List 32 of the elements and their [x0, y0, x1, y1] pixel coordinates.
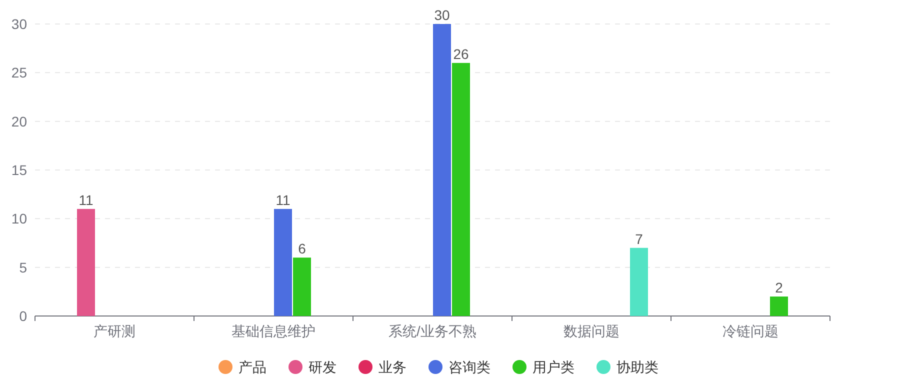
bar — [274, 208, 292, 316]
legend-label: 用户类 — [532, 359, 574, 375]
y-tick-label: 10 — [11, 210, 28, 227]
legend-label: 业务 — [378, 359, 406, 375]
y-tick-label: 30 — [11, 16, 28, 32]
bar — [452, 62, 470, 316]
data-label: 7 — [635, 230, 644, 247]
legend-label: 咨询类 — [448, 359, 490, 375]
y-tick-label: 5 — [19, 259, 28, 276]
data-label: 2 — [775, 280, 784, 296]
data-label: 30 — [434, 7, 450, 23]
legend-label: 产品 — [238, 359, 266, 375]
x-tick-label: 基础信息维护 — [232, 323, 316, 339]
y-tick-label: 20 — [11, 113, 28, 130]
y-tick-label: 0 — [19, 308, 28, 324]
data-label: 11 — [78, 192, 94, 208]
legend-label: 协助类 — [616, 359, 658, 375]
y-tick-label: 15 — [11, 162, 28, 178]
bar — [293, 258, 311, 316]
legend-label: 研发 — [308, 359, 336, 375]
x-tick-label: 产研测 — [94, 323, 136, 339]
data-label: 11 — [276, 192, 290, 208]
data-label: 26 — [453, 46, 469, 62]
y-tick-label: 25 — [11, 64, 28, 81]
data-label: 6 — [298, 240, 306, 257]
x-tick-label: 冷链问题 — [722, 323, 778, 339]
bar — [630, 248, 648, 316]
bar — [770, 296, 788, 316]
bar — [77, 208, 95, 316]
x-tick-label: 系统/业务不熟 — [388, 323, 476, 339]
x-tick-label: 数据问题 — [564, 323, 620, 339]
bar — [433, 24, 451, 316]
